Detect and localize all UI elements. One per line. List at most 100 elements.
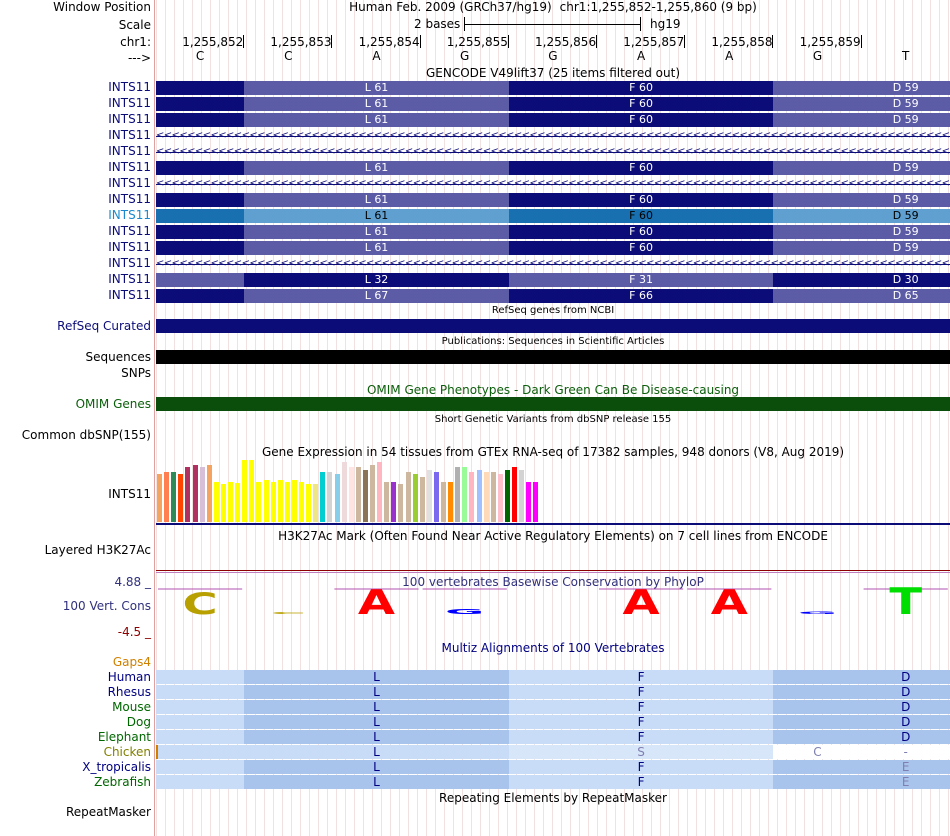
gtex-tissue-bar[interactable] bbox=[213, 482, 219, 522]
gencode-row-label[interactable]: INTS11 bbox=[108, 208, 151, 222]
gtex-tissue-bar[interactable] bbox=[341, 462, 347, 522]
multiz-segment[interactable] bbox=[244, 700, 509, 714]
gencode-exon-segment[interactable] bbox=[508, 241, 774, 255]
phylop-label[interactable]: 100 Vert. Cons bbox=[62, 599, 151, 613]
gtex-tissue-bar[interactable] bbox=[228, 482, 233, 522]
multiz-species-label[interactable]: Zebrafish bbox=[94, 775, 151, 789]
gencode-row-label[interactable]: INTS11 bbox=[108, 224, 151, 238]
gtex-tissue-bar[interactable] bbox=[483, 472, 489, 522]
gencode-exon-segment[interactable] bbox=[773, 209, 950, 223]
gencode-row-label[interactable]: INTS11 bbox=[108, 128, 151, 142]
gtex-tissue-bar[interactable] bbox=[405, 472, 411, 522]
multiz-segment[interactable] bbox=[508, 745, 774, 759]
multiz-species-label[interactable]: Human bbox=[107, 670, 151, 684]
gencode-row-label[interactable]: INTS11 bbox=[108, 112, 151, 126]
gencode-exon-segment[interactable] bbox=[156, 113, 245, 127]
gtex-tissue-bar[interactable] bbox=[220, 484, 226, 522]
multiz-segment[interactable] bbox=[156, 685, 245, 699]
gtex-label[interactable]: INTS11 bbox=[108, 487, 151, 501]
multiz-segment[interactable] bbox=[508, 685, 774, 699]
multiz-segment[interactable] bbox=[156, 775, 245, 789]
gencode-exon-segment[interactable] bbox=[156, 289, 245, 303]
refseq-label[interactable]: RefSeq Curated bbox=[57, 319, 151, 333]
refseq-title[interactable]: RefSeq genes from NCBI bbox=[491, 305, 615, 316]
gtex-tissue-bar[interactable] bbox=[171, 472, 177, 522]
omim-label[interactable]: OMIM Genes bbox=[75, 397, 151, 411]
gtex-tissue-bar[interactable] bbox=[426, 470, 432, 522]
gtex-tissue-bar[interactable] bbox=[462, 467, 468, 522]
gtex-tissue-bar[interactable] bbox=[270, 482, 276, 522]
gencode-exon-segment[interactable] bbox=[244, 289, 509, 303]
multiz-segment[interactable] bbox=[244, 730, 509, 744]
gencode-exon-segment[interactable] bbox=[508, 161, 774, 175]
gtex-tissue-bar[interactable] bbox=[391, 482, 397, 522]
multiz-segment[interactable] bbox=[508, 700, 774, 714]
multiz-segment[interactable] bbox=[773, 685, 950, 699]
gtex-tissue-bar[interactable] bbox=[185, 467, 191, 522]
gencode-exon-segment[interactable] bbox=[244, 273, 509, 287]
multiz-species-label[interactable]: Rhesus bbox=[107, 685, 151, 699]
gencode-exon-segment[interactable] bbox=[156, 241, 245, 255]
gtex-tissue-bar[interactable] bbox=[384, 482, 390, 522]
gtex-tissue-bar[interactable] bbox=[284, 482, 290, 522]
repeatmasker-label[interactable]: RepeatMasker bbox=[65, 805, 151, 819]
gtex-tissue-bar[interactable] bbox=[497, 474, 503, 522]
multiz-species-label[interactable]: Chicken bbox=[103, 745, 151, 759]
snps-label[interactable]: SNPs bbox=[121, 366, 151, 380]
gtex-tissue-bar[interactable] bbox=[504, 470, 510, 522]
gtex-tissue-bar[interactable] bbox=[362, 470, 368, 522]
dbsnp-label[interactable]: Common dbSNP(155) bbox=[21, 428, 151, 442]
multiz-segment[interactable] bbox=[773, 760, 950, 774]
gtex-tissue-bar[interactable] bbox=[519, 470, 525, 522]
multiz-segment[interactable] bbox=[244, 715, 509, 729]
gtex-tissue-bar[interactable] bbox=[512, 467, 517, 522]
gtex-tissue-bar[interactable] bbox=[256, 482, 262, 522]
phylop-title[interactable]: 100 vertebrates Basewise Conservation by… bbox=[402, 575, 704, 589]
multiz-segment[interactable] bbox=[773, 715, 950, 729]
gtex-tissue-bar[interactable] bbox=[370, 465, 375, 522]
gencode-row-label[interactable]: INTS11 bbox=[108, 272, 151, 286]
gtex-tissue-bar[interactable] bbox=[327, 472, 333, 522]
gencode-exon-segment[interactable] bbox=[773, 241, 950, 255]
gtex-tissue-bar[interactable] bbox=[164, 472, 170, 522]
gencode-exon-segment[interactable] bbox=[773, 193, 950, 207]
gtex-tissue-bar[interactable] bbox=[377, 462, 383, 522]
gtex-tissue-bar[interactable] bbox=[526, 482, 532, 522]
gtex-tissue-bar[interactable] bbox=[206, 465, 212, 522]
h3k27ac-label[interactable]: Layered H3K27Ac bbox=[44, 543, 151, 557]
gencode-exon-segment[interactable] bbox=[156, 81, 245, 95]
gencode-exon-segment[interactable] bbox=[773, 225, 950, 239]
refseq-bar[interactable] bbox=[156, 319, 950, 333]
gtex-tissue-bar[interactable] bbox=[533, 482, 539, 522]
gencode-exon-segment[interactable] bbox=[508, 113, 774, 127]
gtex-tissue-bar[interactable] bbox=[249, 460, 255, 522]
gencode-row-label[interactable]: INTS11 bbox=[108, 160, 151, 174]
gencode-exon-segment[interactable] bbox=[508, 225, 774, 239]
track-area[interactable]: Human Feb. 2009 (GRCh37/hg19) chr1:1,255,… bbox=[156, 0, 950, 836]
gencode-exon-segment[interactable] bbox=[508, 193, 774, 207]
gtex-tissue-bar[interactable] bbox=[313, 484, 319, 522]
gtex-tissue-bar[interactable] bbox=[441, 482, 446, 522]
h3k27ac-title[interactable]: H3K27Ac Mark (Often Found Near Active Re… bbox=[278, 529, 828, 543]
multiz-title[interactable]: Multiz Alignments of 100 Vertebrates bbox=[441, 641, 665, 655]
gaps-label[interactable]: Gaps4 bbox=[112, 655, 151, 669]
gencode-row-label[interactable]: INTS11 bbox=[108, 80, 151, 94]
gencode-row-label[interactable]: INTS11 bbox=[108, 192, 151, 206]
gencode-exon-segment[interactable] bbox=[508, 97, 774, 111]
publications-title[interactable]: Publications: Sequences in Scientific Ar… bbox=[441, 336, 665, 347]
gtex-tissue-bar[interactable] bbox=[476, 470, 482, 522]
multiz-segment[interactable] bbox=[156, 715, 245, 729]
multiz-species-label[interactable]: Elephant bbox=[97, 730, 151, 744]
gencode-exon-segment[interactable] bbox=[244, 97, 509, 111]
gtex-tissue-bar[interactable] bbox=[469, 472, 475, 522]
intron-line[interactable]: <<<<<<<<<<<<<<<<<<<<<<<<<<<<<<<<<<<<<<<<… bbox=[156, 177, 950, 191]
dbsnp-title[interactable]: Short Genetic Variants from dbSNP releas… bbox=[434, 414, 672, 425]
gtex-tissue-bar[interactable] bbox=[263, 480, 269, 522]
gencode-exon-segment[interactable] bbox=[156, 161, 245, 175]
multiz-species-label[interactable]: Mouse bbox=[112, 700, 151, 714]
gtex-tissue-bar[interactable] bbox=[192, 465, 198, 522]
gtex-tissue-bar[interactable] bbox=[291, 480, 297, 522]
intron-line[interactable]: <<<<<<<<<<<<<<<<<<<<<<<<<<<<<<<<<<<<<<<<… bbox=[156, 129, 950, 143]
gencode-row-label[interactable]: INTS11 bbox=[108, 96, 151, 110]
gtex-tissue-bar[interactable] bbox=[235, 483, 241, 522]
